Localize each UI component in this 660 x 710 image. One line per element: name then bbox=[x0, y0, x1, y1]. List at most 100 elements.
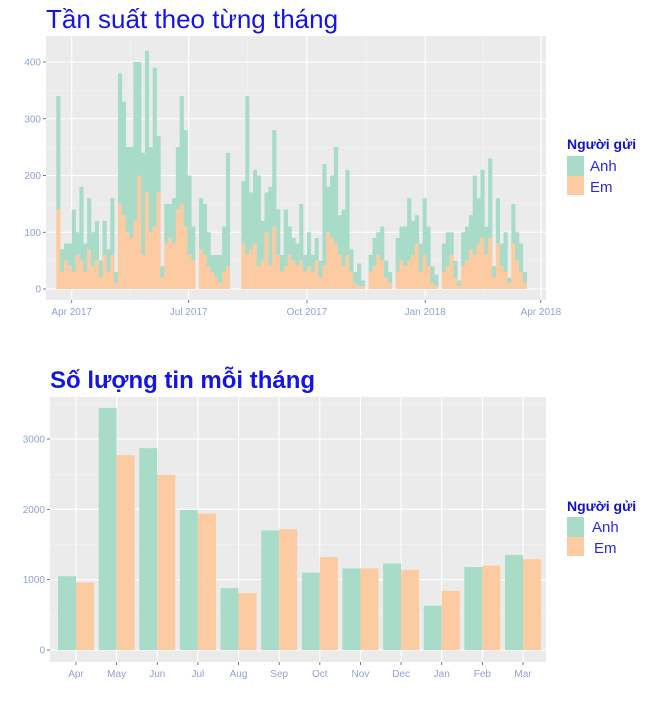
bar-anh-mar bbox=[505, 555, 523, 650]
bar-em bbox=[60, 271, 65, 289]
bar-anh bbox=[522, 271, 528, 284]
bar-anh bbox=[299, 203, 304, 261]
legend-swatch-em bbox=[567, 537, 584, 556]
bar-em bbox=[357, 286, 362, 289]
bar-anh bbox=[345, 169, 350, 255]
bar-em bbox=[279, 271, 285, 289]
bar-em bbox=[67, 266, 73, 289]
bar-em bbox=[480, 237, 485, 289]
bar-em bbox=[449, 254, 454, 289]
bar-anh bbox=[407, 198, 412, 261]
bar-em bbox=[303, 271, 308, 289]
bar-em bbox=[260, 260, 265, 289]
bar-anh bbox=[453, 260, 458, 278]
bar-anh bbox=[333, 147, 339, 244]
bar-anh bbox=[337, 215, 342, 255]
bar-anh-jul bbox=[179, 510, 198, 650]
bar-em-sep bbox=[279, 529, 298, 650]
bar-em bbox=[333, 243, 339, 289]
bar-anh bbox=[171, 198, 177, 244]
bar-em bbox=[407, 260, 412, 289]
bar-em bbox=[63, 260, 69, 289]
bar-em bbox=[306, 266, 312, 289]
bar-anh bbox=[283, 209, 288, 267]
bar-anh bbox=[206, 232, 211, 267]
bar-em-jun bbox=[157, 474, 176, 650]
bar-anh bbox=[87, 198, 92, 250]
bar-em bbox=[125, 232, 130, 289]
bar-anh bbox=[245, 96, 250, 255]
bar-anh bbox=[511, 203, 516, 244]
bar-em bbox=[499, 266, 504, 289]
bar-anh bbox=[368, 254, 373, 272]
bar-em bbox=[206, 266, 211, 289]
bar-em bbox=[272, 226, 277, 289]
bar-anh bbox=[310, 254, 315, 272]
bar-anh bbox=[318, 260, 323, 278]
bar-anh bbox=[376, 232, 381, 255]
bar-em bbox=[222, 271, 227, 289]
bar-anh bbox=[117, 73, 123, 204]
bar-anh-aug bbox=[220, 588, 239, 650]
bar-em bbox=[148, 232, 153, 289]
bar-anh bbox=[395, 237, 400, 272]
bar-em bbox=[241, 243, 246, 289]
legend-label-em: Em bbox=[594, 540, 617, 557]
bar-em bbox=[183, 226, 188, 289]
bar-em bbox=[187, 254, 192, 289]
bar-em bbox=[337, 254, 342, 289]
bar-anh bbox=[90, 232, 96, 267]
bar-anh bbox=[476, 198, 481, 244]
bar-em bbox=[318, 277, 323, 289]
bar-anh bbox=[125, 147, 130, 233]
bar-em bbox=[380, 260, 385, 289]
legend-title: Người gửi bbox=[567, 136, 636, 152]
daily-frequency-chart: Tần suất theo từng tháng 0 100 200 300 400 Ap… bbox=[24, 4, 636, 318]
bar-anh bbox=[121, 101, 126, 216]
bar-em bbox=[87, 249, 92, 289]
bar-em bbox=[276, 254, 281, 289]
bar-em bbox=[511, 243, 516, 289]
bar-em bbox=[457, 286, 462, 289]
bar-anh bbox=[198, 198, 204, 250]
bar-anh bbox=[287, 226, 292, 255]
bar-anh bbox=[372, 237, 377, 267]
x-tick-label: Oct 2017 bbox=[287, 307, 328, 318]
bar-em bbox=[468, 249, 474, 289]
bar-em bbox=[83, 271, 88, 289]
bar-em bbox=[434, 286, 439, 289]
bar-anh bbox=[260, 220, 265, 261]
bar-anh bbox=[426, 226, 431, 267]
bar-em bbox=[476, 243, 481, 289]
bar-anh bbox=[341, 209, 346, 267]
x-tick-label: Apr 2018 bbox=[521, 307, 562, 318]
bar-anh bbox=[67, 243, 73, 267]
bar-em bbox=[160, 277, 165, 289]
bar-anh-apr bbox=[58, 576, 76, 650]
legend-label-em: Em bbox=[590, 179, 613, 196]
y-tick-label: 100 bbox=[24, 228, 41, 239]
bar-anh-nov bbox=[342, 568, 361, 650]
bar-anh bbox=[218, 254, 223, 284]
bar-anh bbox=[399, 226, 404, 261]
bar-anh-may bbox=[98, 408, 117, 650]
bar-em-mar bbox=[523, 559, 541, 650]
bar-anh bbox=[503, 232, 508, 272]
bar-em bbox=[376, 254, 381, 289]
bar-anh bbox=[272, 130, 277, 227]
bar-em bbox=[295, 266, 300, 289]
bar-em bbox=[387, 283, 393, 289]
bar-em bbox=[175, 209, 180, 289]
bar-em bbox=[345, 254, 350, 289]
bar-em bbox=[245, 254, 250, 289]
bar-anh bbox=[461, 232, 466, 267]
bar-em bbox=[179, 203, 184, 289]
bar-em bbox=[218, 283, 223, 289]
bar-em bbox=[507, 283, 512, 289]
bar-anh bbox=[495, 198, 501, 244]
bar-anh bbox=[164, 203, 169, 244]
bar-anh bbox=[60, 249, 65, 272]
x-tick-label: Jul 2017 bbox=[170, 307, 208, 318]
bar-anh-feb bbox=[464, 567, 483, 650]
bar-anh bbox=[179, 96, 184, 204]
